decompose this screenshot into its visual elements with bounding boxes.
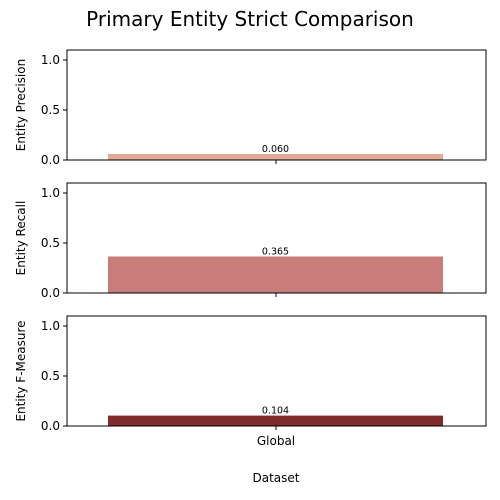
y-tick-label: 0.0 [41,286,60,300]
y-axis-label: Entity F-Measure [14,320,28,421]
x-axis-label: Dataset [253,471,300,485]
y-tick-label: 1.0 [41,319,60,333]
bar-value-label: 0.060 [262,144,289,155]
precision-panel: 0.060 0.0 0.5 1.0 Entity Precision [14,49,487,167]
y-tick-label: 0.5 [41,236,60,250]
bar-value-label: 0.104 [262,406,289,417]
y-tick-label: 0.5 [41,103,60,117]
y-tick-label: 0.5 [41,369,60,383]
figure-title: Primary Entity Strict Comparison [86,7,414,31]
x-tick-label: Global [257,434,295,448]
bar-value-label: 0.365 [262,247,289,258]
recall-panel: 0.365 0.0 0.5 1.0 Entity Recall [14,182,487,300]
bar-global [108,415,443,426]
bar-global [108,256,443,293]
f-measure-panel: 0.104 0.0 0.5 1.0 Global Entity F-Measure [14,315,487,448]
y-tick-label: 1.0 [41,53,60,67]
y-tick-label: 0.0 [41,153,60,167]
y-tick-label: 1.0 [41,186,60,200]
y-axis-label: Entity Precision [14,59,28,151]
y-axis-label: Entity Recall [14,201,28,276]
y-tick-label: 0.0 [41,419,60,433]
bar-global [108,154,443,160]
